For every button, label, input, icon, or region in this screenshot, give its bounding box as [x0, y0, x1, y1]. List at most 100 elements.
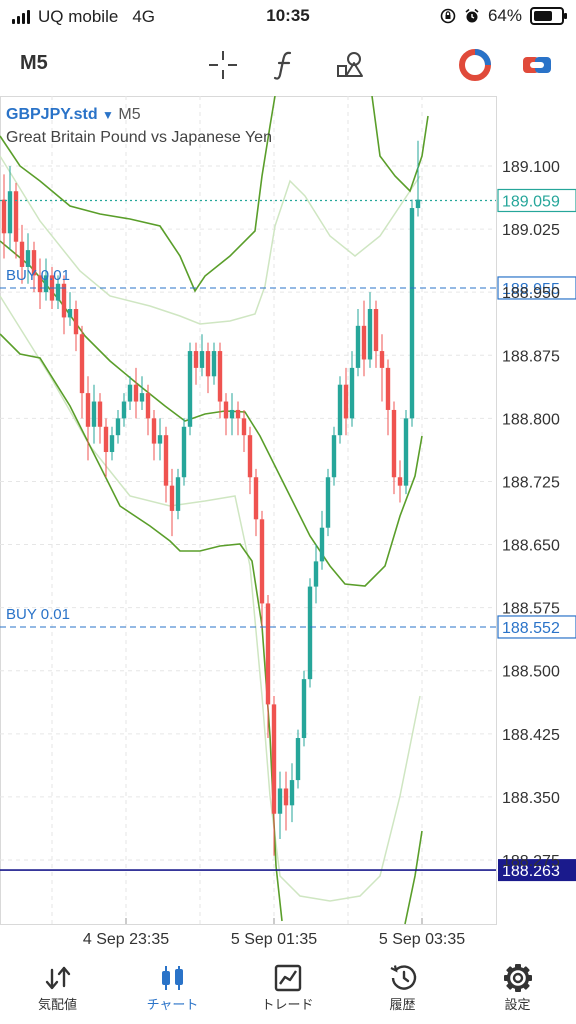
candle-body [121, 401, 127, 419]
candle-body [337, 384, 343, 436]
candle [331, 426, 337, 486]
candle [343, 367, 349, 436]
candle-body [361, 325, 367, 360]
candle-body [199, 351, 205, 368]
settings-icon [460, 962, 575, 994]
candle [85, 376, 91, 461]
candle-body [319, 527, 325, 562]
candle [415, 140, 421, 217]
timeframe-button[interactable]: M5 [20, 52, 48, 74]
candle [289, 763, 295, 823]
candle-body [211, 351, 217, 377]
trade-toggle-icon[interactable] [518, 48, 556, 82]
current-price-label: 189.059 [502, 193, 560, 210]
function-icon[interactable] [266, 48, 304, 82]
candle-body [163, 435, 169, 486]
candle-body [409, 208, 415, 419]
candle-body [85, 393, 91, 427]
candle [385, 359, 391, 436]
nav-chart-label: チャート [146, 997, 199, 1012]
bollinger-upper [371, 96, 429, 193]
candle-body [31, 250, 37, 276]
candle [241, 409, 247, 453]
candle [151, 409, 157, 461]
candle-body [7, 191, 13, 234]
candle [133, 367, 139, 419]
nav-quotes[interactable]: 気配値 [0, 962, 115, 1013]
symbol-name[interactable]: GBPJPY.std [6, 106, 98, 123]
carrier-label: UQ mobile [38, 7, 119, 26]
candle [409, 199, 415, 427]
price-chart[interactable]: BUY 0.01 188.955 BUY 0.01 188.552 189.059 188… [0, 96, 576, 958]
signal-icon [12, 10, 30, 24]
candle-body [271, 704, 277, 814]
order-label[interactable]: BUY 0.01 [6, 267, 70, 284]
candle [397, 460, 403, 503]
price-tick-label: 189.100 [502, 159, 560, 176]
nav-quotes-label: 気配値 [37, 997, 77, 1012]
candle-body [313, 561, 319, 587]
candle-body [157, 435, 163, 444]
nav-history[interactable]: 履歴 [345, 962, 460, 1013]
order-label[interactable]: BUY 0.01 [6, 606, 70, 623]
candle-body [355, 325, 361, 368]
candle-body [19, 241, 25, 267]
candle [325, 468, 331, 537]
candle [175, 468, 181, 520]
candle [217, 342, 223, 419]
candle-body [235, 409, 241, 419]
candle [319, 510, 325, 570]
alarm-icon [465, 8, 479, 23]
status-left: UQ mobile 4G [12, 7, 155, 27]
candle-body [223, 401, 229, 419]
candle-body [127, 384, 133, 402]
candle-body [25, 250, 31, 267]
candle [223, 393, 229, 436]
crosshair-icon[interactable] [204, 48, 242, 82]
nav-settings[interactable]: 設定 [460, 962, 575, 1013]
candle [361, 300, 367, 377]
nav-trade[interactable]: トレード [230, 962, 345, 1013]
candle [403, 409, 409, 495]
nav-chart[interactable]: チャート [115, 962, 230, 1013]
candle [1, 174, 7, 259]
candle-body [349, 367, 355, 419]
price-tick-label: 188.275 [502, 853, 560, 870]
bollinger-lower [404, 830, 423, 925]
candle [229, 393, 235, 436]
price-tick-label: 188.350 [502, 790, 560, 807]
candle [367, 292, 373, 368]
candle [139, 376, 145, 410]
chart-icon [115, 962, 230, 994]
candle [67, 292, 73, 326]
candle-body [145, 393, 151, 419]
candle-body [241, 418, 247, 436]
candle [145, 384, 151, 436]
candle [31, 241, 37, 293]
candle [181, 418, 187, 486]
candle [265, 595, 271, 739]
candle-body [289, 780, 295, 806]
candle-body [37, 275, 43, 293]
battery-icon [530, 7, 567, 25]
objects-icon[interactable] [332, 48, 370, 82]
candle-body [367, 309, 373, 360]
candle [313, 544, 319, 604]
candle [157, 418, 163, 461]
symbol-description: Great Britain Pound vs Japanese Yen [6, 129, 272, 146]
candle [247, 426, 253, 495]
candle-body [139, 393, 145, 402]
candle [187, 342, 193, 436]
chart-area[interactable]: BUY 0.01 188.955 BUY 0.01 188.552 189.059 188… [0, 96, 576, 958]
symbol-dropdown-icon[interactable]: ▼ [102, 108, 114, 122]
candle [373, 300, 379, 368]
candle-body [265, 603, 271, 705]
candle-body [79, 334, 85, 394]
symbol-header[interactable]: GBPJPY.std ▼ M5 [6, 106, 141, 124]
candle [103, 418, 109, 478]
one-click-trading-icon[interactable] [456, 48, 494, 82]
candle-body [151, 418, 157, 444]
candle-body [109, 435, 115, 453]
candle-body [187, 351, 193, 427]
candle [61, 275, 67, 335]
